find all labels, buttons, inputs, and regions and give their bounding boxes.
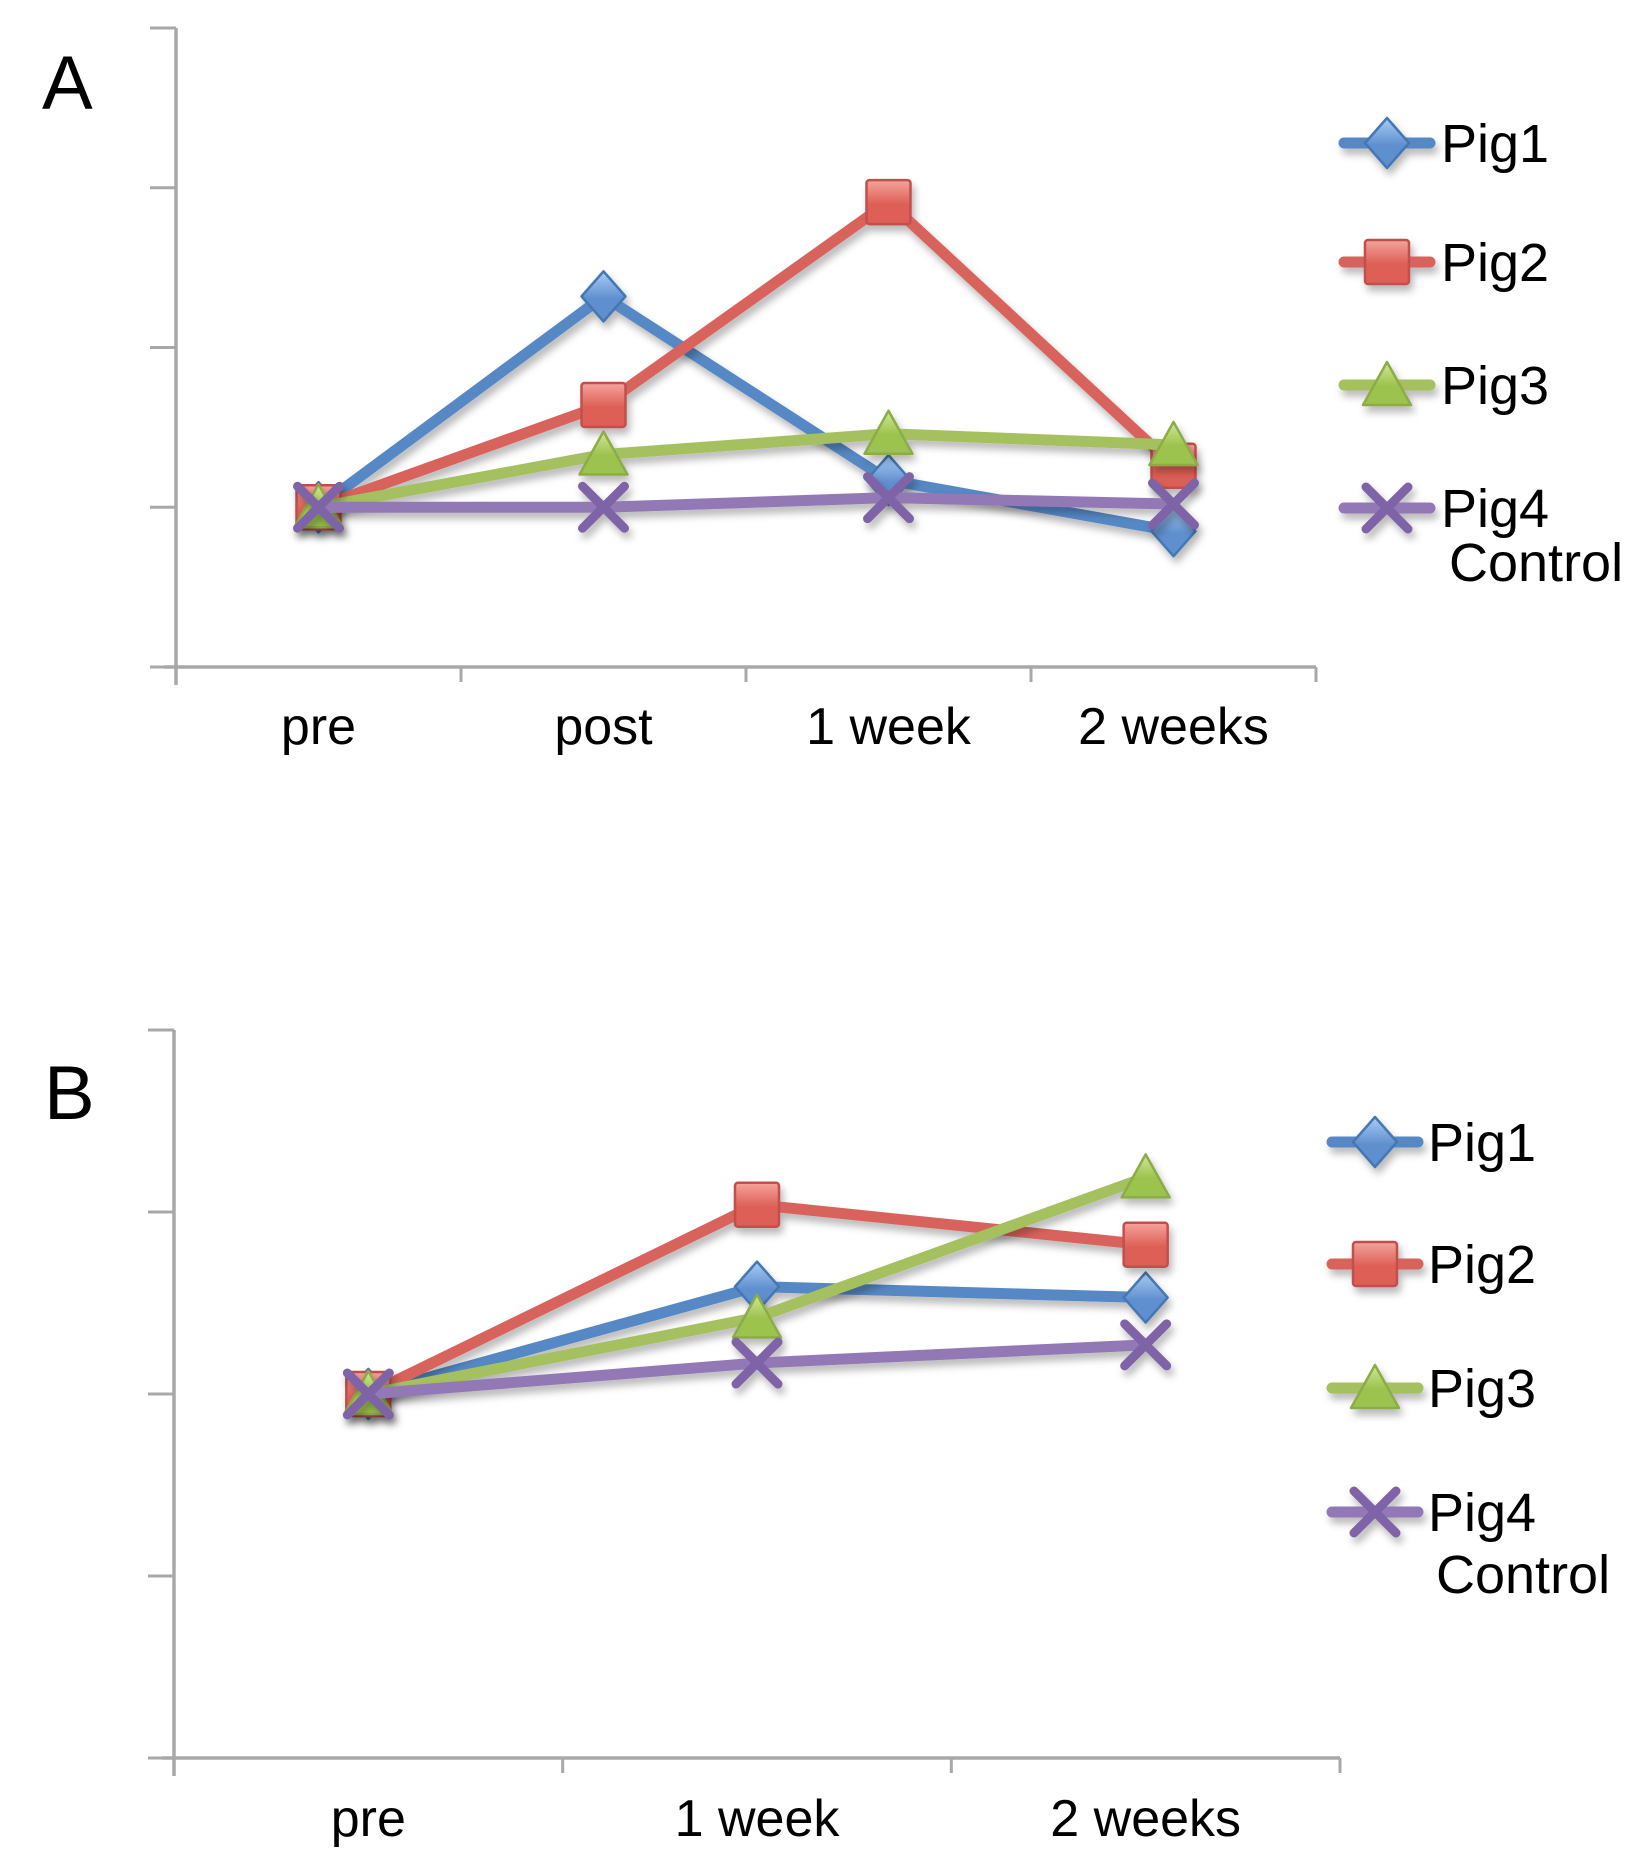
data-point-pig4-0 <box>342 1368 394 1420</box>
data-point-pig4-1 <box>578 481 629 533</box>
legend-swatch-square-icon <box>1363 238 1411 286</box>
data-point-pig2-2 <box>1122 1221 1169 1269</box>
chart-panel-a: pre post 1 week 2 weeks Pig1 Pig2 Pig3 Pig4Cont… <box>150 26 1623 756</box>
x-axis-label: 1 week <box>806 698 972 756</box>
legend-sublabel-control: Control <box>1449 533 1623 593</box>
series-line-pig2 <box>313 196 1179 513</box>
legend-item-pig3 <box>1326 1363 1424 1410</box>
data-point-pig4-2 <box>863 472 914 524</box>
data-point-pig3-2 <box>1120 1153 1171 1199</box>
series-pig4 <box>342 1319 1172 1420</box>
legend-item-pig4 <box>1338 482 1436 534</box>
legend-item-pig2 <box>1338 238 1436 286</box>
x-axis-label: pre <box>331 1790 406 1848</box>
legend-label-pig2: Pig2 <box>1441 233 1549 293</box>
series-pig1 <box>295 270 1197 558</box>
legend-swatch-square-icon <box>1351 1240 1399 1288</box>
data-point-pig1-1 <box>580 270 627 323</box>
data-point-pig4-1 <box>731 1337 783 1389</box>
legend-label-pig1: Pig1 <box>1428 1113 1536 1173</box>
legend-swatch-x-icon <box>1361 482 1413 534</box>
legend-item-pig4 <box>1326 1486 1424 1538</box>
series-pig4 <box>293 472 1199 533</box>
legend-swatch-x-icon <box>1349 1486 1401 1538</box>
data-point-pig4-0 <box>293 481 344 533</box>
panel-b-label: B <box>44 1051 95 1136</box>
legend-item-pig2 <box>1326 1240 1424 1288</box>
series-line-pig4 <box>313 492 1179 513</box>
data-point-pig3-1 <box>578 430 629 476</box>
legend-item-pig3 <box>1338 360 1436 407</box>
legend-label-pig4: Pig4 <box>1428 1483 1536 1543</box>
legend-label-pig2: Pig2 <box>1428 1235 1536 1295</box>
data-point-pig3-2 <box>863 409 914 456</box>
legend-sublabel-control: Control <box>1436 1545 1610 1605</box>
legend-item-pig1 <box>1338 116 1436 170</box>
data-point-pig3-3 <box>1148 420 1199 467</box>
x-axis-label: 2 weeks <box>1050 1790 1241 1848</box>
series-line-pig3 <box>313 428 1179 513</box>
legend-label-pig4: Pig4 <box>1441 479 1549 539</box>
legend-swatch-diamond-icon <box>1351 1115 1399 1169</box>
panel-a-label: A <box>42 41 93 126</box>
legend-label-pig3: Pig3 <box>1441 356 1549 416</box>
legend-label-pig3: Pig3 <box>1428 1359 1536 1419</box>
series-pig2 <box>295 178 1197 531</box>
legend-swatch-diamond-icon <box>1363 116 1411 170</box>
x-axis-label: pre <box>281 698 356 756</box>
x-axis-label: 1 week <box>675 1790 841 1848</box>
data-point-pig1-2 <box>1122 1271 1169 1324</box>
x-axis-label: 2 weeks <box>1078 698 1269 756</box>
data-point-pig4-3 <box>1148 478 1199 530</box>
legend-swatch-triangle-icon <box>1349 1363 1401 1410</box>
legend-item-pig1 <box>1326 1115 1424 1169</box>
legend-label-pig1: Pig1 <box>1441 114 1549 174</box>
x-axis-label: post <box>554 698 653 756</box>
data-point-pig4-2 <box>1120 1319 1172 1371</box>
data-point-pig2-1 <box>733 1181 781 1228</box>
axes <box>150 26 1318 685</box>
legend-swatch-triangle-icon <box>1361 360 1413 407</box>
axes <box>148 1028 1342 1776</box>
data-point-pig2-2 <box>865 178 912 226</box>
data-point-pig3-1 <box>731 1293 783 1339</box>
data-point-pig2-1 <box>580 381 627 429</box>
